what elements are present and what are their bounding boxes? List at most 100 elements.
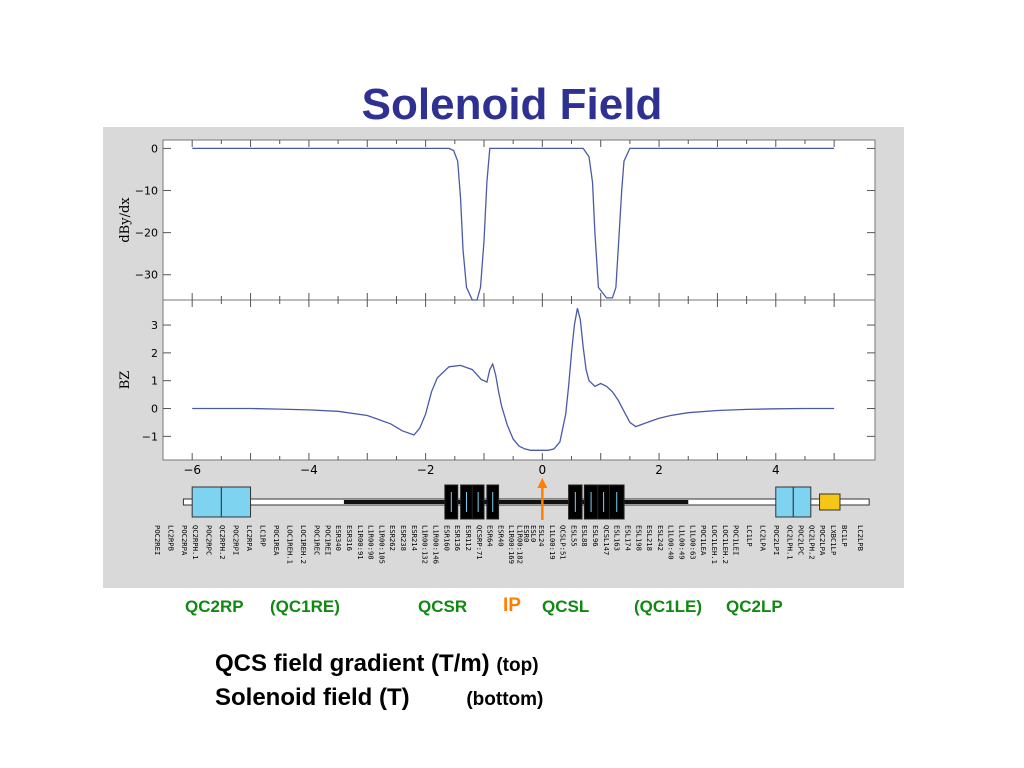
bend-magnet	[819, 493, 841, 511]
element-name: ESL55	[569, 525, 578, 547]
solenoid-curve	[192, 308, 835, 451]
gradient-ytick-label: −30	[135, 269, 158, 282]
slide-title: Solenoid Field	[361, 80, 663, 129]
element-name: POC1REI	[323, 525, 332, 555]
element-name: LOC1LEH.1	[710, 525, 719, 564]
element-name: ESR316	[345, 525, 354, 551]
xtick-label: 0	[539, 463, 547, 477]
plot-panel: 0 −10 −20 −30 dBy/dx 3 2 1 0 −1 BZ −6 −4 −2 0 2 4 POC2REI…	[103, 127, 904, 588]
element-name: QCSLP:51	[559, 525, 568, 560]
solenoid-ylabel: BZ	[118, 371, 133, 390]
element-name: POC2RPA	[180, 525, 189, 556]
element-name: QC2RPH.2	[218, 525, 227, 560]
caption-top-note: (top)	[496, 655, 539, 676]
gradient-ylabel: dBy/dx	[118, 197, 133, 243]
element-name: ESL218	[645, 525, 654, 551]
gradient-ytick-label: 0	[151, 142, 158, 155]
element-name: LC2LPA	[759, 525, 768, 552]
element-name: L1R00:169	[507, 525, 516, 564]
element-name: ESL96	[591, 525, 600, 547]
element-name: POC1LEI	[732, 525, 741, 555]
element-name: ESR136	[453, 525, 462, 551]
element-name: POC2LPI	[772, 525, 781, 555]
xtick-label: −4	[300, 463, 318, 477]
quad-magnet	[775, 486, 794, 518]
caption-line-1: QCS field gradient (T/m) (top)	[215, 650, 539, 678]
magnet-label: (QC1LE)	[634, 597, 702, 616]
element-name: POC2LPC	[797, 525, 806, 555]
element-name: POC1LEA	[699, 525, 708, 556]
ip-label: IP	[503, 595, 521, 616]
element-name: POC2RPC	[204, 525, 213, 555]
element-name: ESR0	[522, 525, 531, 542]
element-name: POC2REI	[153, 525, 162, 555]
solenoid-ytick-label: 3	[151, 319, 158, 332]
element-name: LOC1REH.1	[285, 525, 294, 564]
solenoid-ytick-label: 1	[151, 375, 158, 388]
xtick-label: 2	[655, 463, 663, 477]
element-name: ESR160	[442, 525, 451, 551]
element-name: QCSL147	[602, 525, 611, 555]
element-name: ESR238	[399, 525, 408, 551]
quad-magnet	[220, 486, 252, 518]
element-name: LOC1REH.2	[299, 525, 308, 564]
element-name: LXBC1LP	[829, 525, 838, 555]
element-name: ESR214	[410, 525, 419, 551]
solenoid-ytick-label: 0	[151, 403, 158, 416]
element-name: ESL174	[623, 525, 632, 551]
gradient-ytick-label: −20	[135, 227, 158, 240]
magnet-label: QC2LP	[726, 597, 783, 616]
element-name: LC2RPB	[167, 525, 176, 551]
element-name: L1R00:105	[377, 525, 386, 564]
element-name: L1L00:40	[667, 525, 676, 560]
element-name: LC2LPB	[856, 525, 865, 551]
element-name: L1R00:182	[515, 525, 524, 564]
element-name: ESL88	[580, 525, 589, 547]
element-name: POC2RPI	[231, 525, 240, 555]
element-name: ESL0	[529, 525, 538, 542]
element-name: L1R00:146	[431, 525, 440, 564]
xtick-label: −2	[417, 463, 435, 477]
ip-arrow-head	[537, 478, 548, 488]
caption-gradient: QCS field gradient (T/m)	[215, 650, 490, 677]
solenoid-ytick-label: −1	[142, 430, 158, 443]
gradient-curve	[192, 147, 835, 301]
quad-magnet	[191, 486, 222, 518]
element-name: ESR112	[464, 525, 473, 551]
element-name: L1R00:132	[421, 525, 430, 564]
element-name: POC1REC	[313, 525, 322, 555]
element-name: ESR340	[334, 525, 343, 551]
magnet-label: QCSL	[542, 597, 590, 616]
element-name: L1R00:98	[367, 525, 376, 560]
quad-magnet	[792, 486, 812, 518]
element-name: ESL242	[656, 525, 665, 551]
element-name: ESR40	[496, 525, 505, 547]
caption-solenoid: Solenoid field (T)	[215, 684, 410, 711]
element-name: LOC1LEH.2	[721, 525, 730, 564]
solenoid-ytick-label: 2	[151, 347, 158, 360]
element-name: QCSRP:71	[475, 525, 484, 560]
element-name: L1R00:91	[356, 525, 365, 560]
element-name: L1L00:49	[678, 525, 687, 560]
magnet-label: QC2RP	[185, 597, 244, 616]
element-name: LC1LP	[745, 525, 754, 547]
element-name: ESL163	[613, 525, 622, 551]
element-name: LC2RPA	[245, 525, 254, 552]
element-name: ESL198	[634, 525, 643, 551]
element-name: QC2RPH.1	[191, 525, 200, 560]
caption-line-2: Solenoid field (T) (bottom)	[215, 684, 543, 712]
xtick-label: −6	[183, 463, 201, 477]
element-name: POC2LPA	[818, 525, 827, 556]
element-name: ESR262	[388, 525, 397, 551]
magnet-label: QCSR	[418, 597, 468, 616]
caption-bottom-note: (bottom)	[466, 689, 544, 710]
gradient-ytick-label: −10	[135, 185, 158, 198]
element-name: L1L00:19	[548, 525, 557, 560]
xtick-label: 4	[772, 463, 780, 477]
element-name: BC1LP	[840, 525, 849, 547]
element-name: ESR64	[486, 525, 495, 547]
element-name: ESL24	[537, 525, 546, 547]
element-name: QC2LPH.2	[807, 525, 816, 560]
element-name: LC1RP	[258, 525, 267, 547]
